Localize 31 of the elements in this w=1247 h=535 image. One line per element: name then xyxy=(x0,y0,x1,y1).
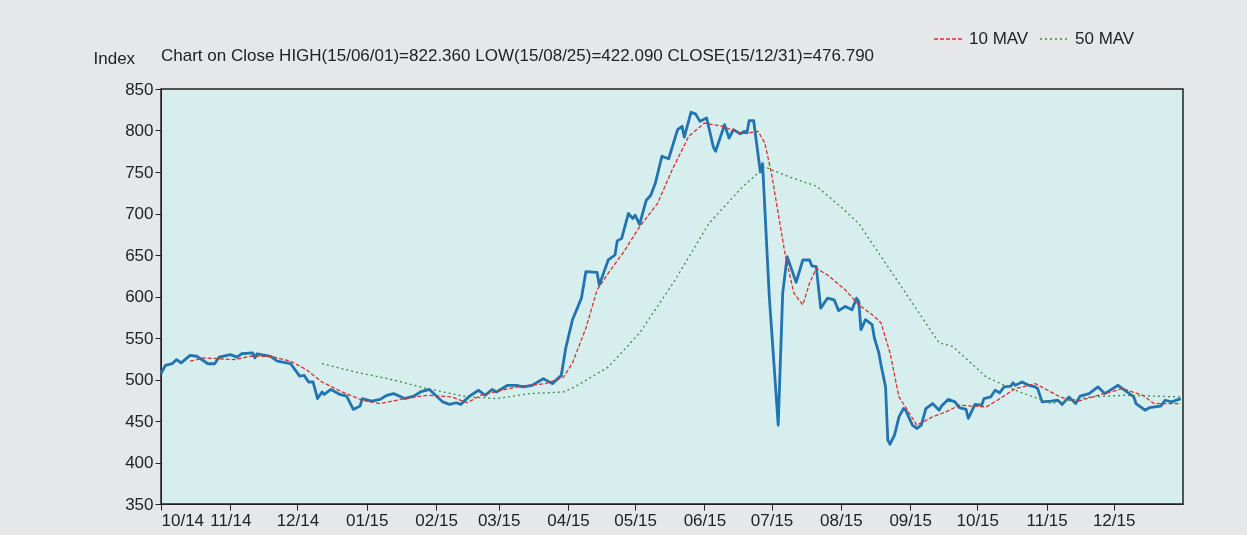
x-tick-label: 10/15 xyxy=(956,510,1000,530)
chart-title: Chart on Close HIGH(15/06/01)=822.360 LOW(15/08/25)=422.090 CLOSE(15/12/31)=476.790 xyxy=(161,46,875,65)
y-tick-label: 800 xyxy=(125,121,154,140)
x-tick-label: 05/15 xyxy=(614,510,657,530)
x-tick-label: 02/15 xyxy=(415,510,458,530)
y-tick-label: 750 xyxy=(125,162,154,182)
x-tick-label: 06/15 xyxy=(683,510,727,530)
x-tick-label: 12/14 xyxy=(276,510,320,530)
x-tick-label: 11/15 xyxy=(1026,510,1068,530)
x-tick-label: 04/15 xyxy=(547,510,590,530)
y-axis-title: Index xyxy=(93,48,136,68)
y-tick-label: 400 xyxy=(125,453,154,472)
y-tick-label: 450 xyxy=(125,411,154,431)
y-tick-label: 550 xyxy=(125,328,154,348)
y-tick-label: 650 xyxy=(125,245,154,265)
y-tick-label: 600 xyxy=(125,287,154,306)
line-series xyxy=(321,166,1182,405)
legend-label: 10 MAV xyxy=(969,29,1029,48)
x-tick-label: 08/15 xyxy=(820,510,863,530)
y-tick-label: 850 xyxy=(125,79,154,99)
x-tick-label: 03/15 xyxy=(477,510,521,530)
x-tick-label: 10/14 xyxy=(161,510,205,530)
y-tick-label: 500 xyxy=(125,370,154,389)
x-tick-label: 11/14 xyxy=(210,510,252,530)
y-tick-label: 350 xyxy=(125,494,154,514)
x-tick-label: 01/15 xyxy=(345,510,389,530)
x-tick-label: 12/15 xyxy=(1092,510,1136,530)
y-tick-label: 700 xyxy=(125,204,154,223)
x-tick-label: 09/15 xyxy=(889,510,932,530)
legend-label: 50 MAV xyxy=(1075,29,1135,48)
x-tick-label: 07/15 xyxy=(750,510,794,530)
